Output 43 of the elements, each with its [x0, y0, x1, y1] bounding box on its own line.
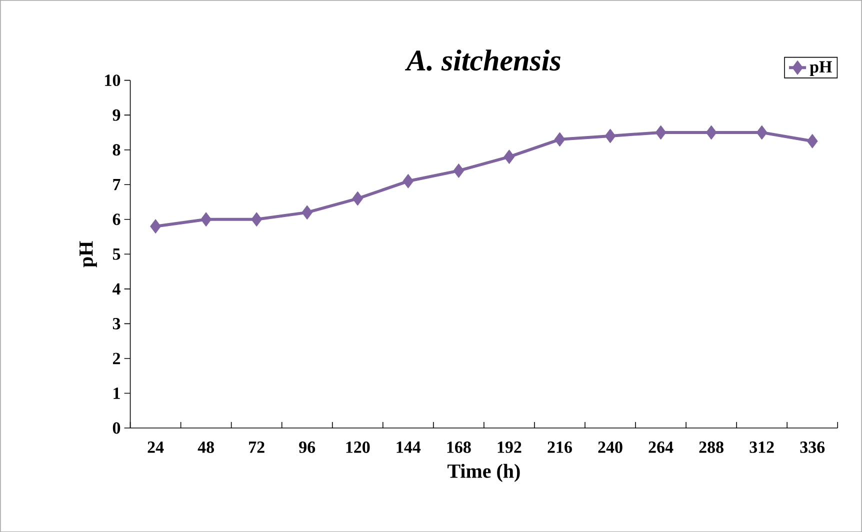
- point: [302, 205, 313, 220]
- x-tick-label: 264: [648, 441, 674, 453]
- y-tick-label: 6: [112, 214, 120, 225]
- point: [453, 163, 464, 178]
- x-tick-label: 336: [800, 441, 825, 453]
- y-tick-label: 1: [114, 387, 120, 399]
- x-tick-label: 120: [346, 441, 370, 453]
- point: [806, 134, 818, 148]
- point: [655, 125, 666, 140]
- point: [402, 174, 414, 188]
- y-tick-label: 9: [112, 109, 120, 121]
- x-tick-label: 240: [598, 441, 622, 453]
- x-tick-label: 72: [249, 441, 264, 453]
- y-tick-label: 8: [112, 144, 120, 156]
- point: [706, 125, 717, 140]
- point: [604, 128, 616, 144]
- point: [554, 132, 566, 147]
- x-tick-label: 144: [396, 441, 421, 453]
- point: [352, 191, 364, 206]
- x-tick-label: 192: [498, 441, 522, 453]
- x-tick-label: 48: [198, 441, 214, 453]
- x-tick-label: 96: [299, 441, 316, 453]
- x-axis-title: Time (h): [448, 464, 520, 482]
- x-tick-label: 312: [750, 441, 774, 453]
- y-tick-label: 0: [112, 422, 120, 434]
- point: [251, 212, 262, 226]
- y-tick-label: 7: [113, 178, 120, 190]
- chart-title: A. sitchensis: [404, 49, 560, 71]
- x-tick-label: 216: [548, 441, 572, 453]
- y-tick-label: 5: [112, 248, 120, 260]
- point: [150, 218, 162, 234]
- y-tick-label: 10: [105, 74, 120, 86]
- y-tick-label: 4: [112, 283, 120, 294]
- x-tick-label: 288: [699, 441, 724, 453]
- y-tick-label: 3: [112, 318, 120, 330]
- x-tick-label: 168: [447, 441, 471, 453]
- legend-label: pH: [810, 61, 832, 76]
- x-tick-label: 24: [148, 441, 164, 453]
- point: [200, 212, 212, 226]
- point: [756, 125, 768, 140]
- y-axis-title: pH: [80, 241, 97, 268]
- point: [504, 149, 515, 164]
- y-tick-label: 2: [112, 352, 120, 364]
